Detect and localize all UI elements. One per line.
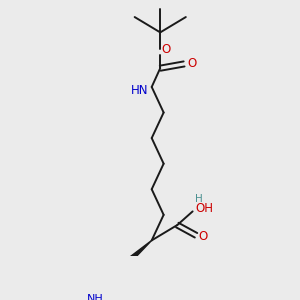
Polygon shape [126,240,152,264]
Text: O: O [187,57,196,70]
Text: HN: HN [131,84,148,97]
Text: H: H [195,194,203,205]
Text: NH: NH [87,294,104,300]
Text: O: O [162,43,171,56]
Text: OH: OH [196,202,214,215]
Text: O: O [198,230,208,244]
